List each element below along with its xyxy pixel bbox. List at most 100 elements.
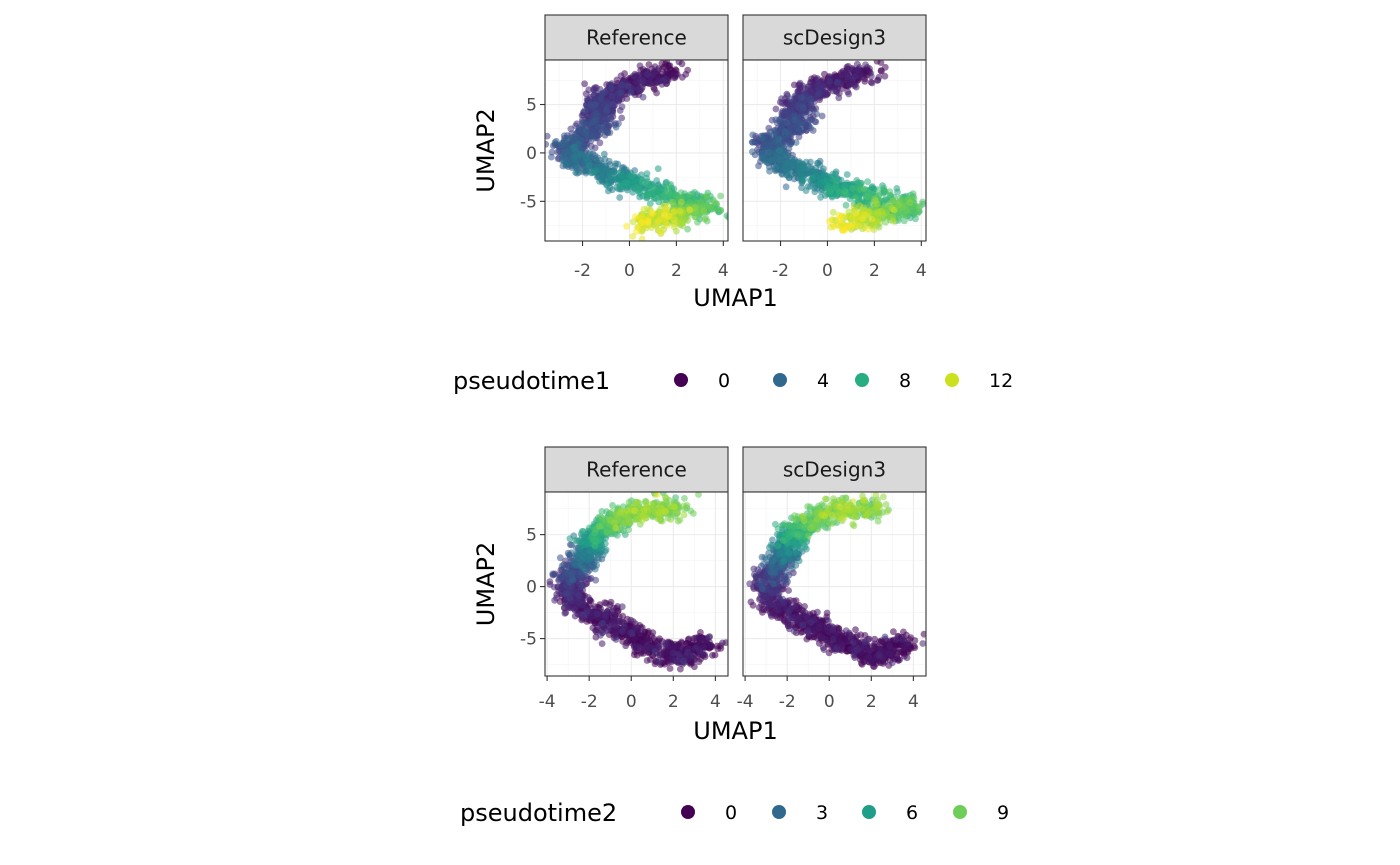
data-point — [549, 570, 557, 578]
data-point — [880, 197, 888, 205]
data-point — [821, 91, 828, 99]
legend: pseudotime1 0 4 8 12 — [453, 367, 1013, 395]
data-point — [606, 170, 614, 177]
data-point — [617, 89, 624, 97]
facet-strip — [742, 14, 927, 61]
data-point — [640, 507, 648, 515]
data-point — [651, 648, 659, 655]
data-point — [653, 177, 661, 184]
data-point — [632, 77, 640, 85]
y-tick-label: 5 — [526, 96, 537, 116]
data-point — [598, 508, 606, 515]
data-point — [856, 202, 864, 210]
data-point — [648, 224, 655, 232]
data-point — [755, 162, 762, 170]
data-point — [569, 576, 577, 584]
data-point — [561, 609, 569, 617]
data-point — [590, 86, 598, 94]
data-point — [818, 112, 826, 120]
data-point — [657, 228, 665, 236]
data-point — [889, 197, 897, 205]
data-point — [859, 215, 867, 223]
data-point — [868, 215, 876, 223]
data-point — [564, 135, 572, 143]
data-point — [591, 95, 599, 103]
data-point — [598, 640, 606, 647]
data-point — [851, 82, 858, 90]
data-point — [796, 119, 804, 127]
legend-key — [674, 373, 688, 387]
data-point — [599, 619, 606, 627]
data-point — [557, 574, 565, 582]
data-point — [659, 77, 667, 84]
data-point — [833, 79, 841, 86]
data-point — [835, 89, 843, 97]
data-point — [633, 228, 640, 235]
data-point — [612, 123, 620, 131]
x-tick-label: 2 — [869, 261, 880, 281]
data-point — [571, 606, 579, 613]
data-point — [538, 601, 545, 608]
data-point — [649, 209, 657, 217]
facet-strip — [544, 14, 729, 61]
data-point — [914, 210, 922, 217]
data-point — [855, 222, 863, 230]
data-point — [632, 624, 639, 632]
data-point — [894, 188, 901, 196]
data-point — [717, 645, 725, 652]
data-point — [579, 118, 586, 126]
data-point — [909, 190, 917, 198]
data-point — [853, 60, 861, 68]
data-point — [678, 198, 685, 206]
data-point — [775, 135, 783, 143]
legend-key — [945, 373, 959, 387]
data-point — [854, 66, 862, 74]
data-point — [674, 509, 681, 517]
data-point — [597, 156, 605, 164]
data-point — [561, 600, 569, 607]
data-point — [717, 206, 725, 214]
data-point — [680, 657, 687, 665]
data-point — [551, 596, 558, 604]
data-point — [749, 131, 757, 139]
data-point — [629, 618, 637, 625]
data-point — [609, 502, 616, 509]
x-tick-label: 4 — [916, 261, 927, 281]
data-point — [562, 590, 570, 597]
data-point — [700, 202, 707, 210]
y-tick-label: 0 — [526, 144, 537, 164]
data-point — [587, 142, 595, 150]
data-point — [863, 193, 871, 201]
data-point — [584, 607, 591, 615]
data-point — [842, 201, 850, 209]
data-point — [873, 60, 881, 65]
data-point — [608, 92, 616, 100]
data-point — [765, 148, 773, 156]
data-point — [825, 649, 833, 657]
data-point — [603, 182, 611, 189]
data-point — [675, 60, 683, 66]
data-point — [886, 188, 894, 196]
data-point — [622, 642, 630, 650]
data-point — [759, 134, 766, 142]
panel-border — [544, 59, 729, 242]
data-point — [545, 140, 550, 148]
data-point — [600, 150, 608, 158]
data-point — [680, 502, 688, 510]
data-point — [676, 516, 684, 524]
data-point — [670, 220, 678, 228]
point-layer — [538, 492, 728, 673]
data-point — [799, 84, 807, 92]
point-layer — [545, 60, 728, 241]
data-point — [832, 177, 839, 185]
data-point — [602, 128, 610, 136]
data-point — [841, 188, 849, 195]
data-point — [859, 73, 867, 80]
x-tick-label: -2 — [581, 692, 598, 712]
data-point — [565, 563, 572, 571]
data-point — [638, 624, 646, 631]
data-point — [912, 215, 919, 223]
data-point — [919, 198, 926, 206]
data-point — [874, 217, 881, 225]
point-layer — [746, 492, 926, 670]
